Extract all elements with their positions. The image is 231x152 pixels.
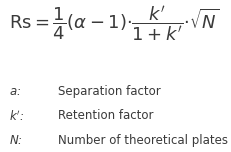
Text: Number of theoretical plates: Number of theoretical plates bbox=[58, 134, 227, 147]
Text: Retention factor: Retention factor bbox=[58, 109, 153, 123]
Text: $N$:: $N$: bbox=[9, 134, 23, 147]
Text: Separation factor: Separation factor bbox=[58, 85, 160, 98]
Text: $\mathrm{Rs}{=}\dfrac{1}{4}(\alpha -1){\cdot}\dfrac{k'}{1+k'}{\cdot}\sqrt{N}$: $\mathrm{Rs}{=}\dfrac{1}{4}(\alpha -1){\… bbox=[9, 5, 219, 43]
Text: $k'$:: $k'$: bbox=[9, 109, 24, 124]
Text: $a$:: $a$: bbox=[9, 85, 21, 98]
